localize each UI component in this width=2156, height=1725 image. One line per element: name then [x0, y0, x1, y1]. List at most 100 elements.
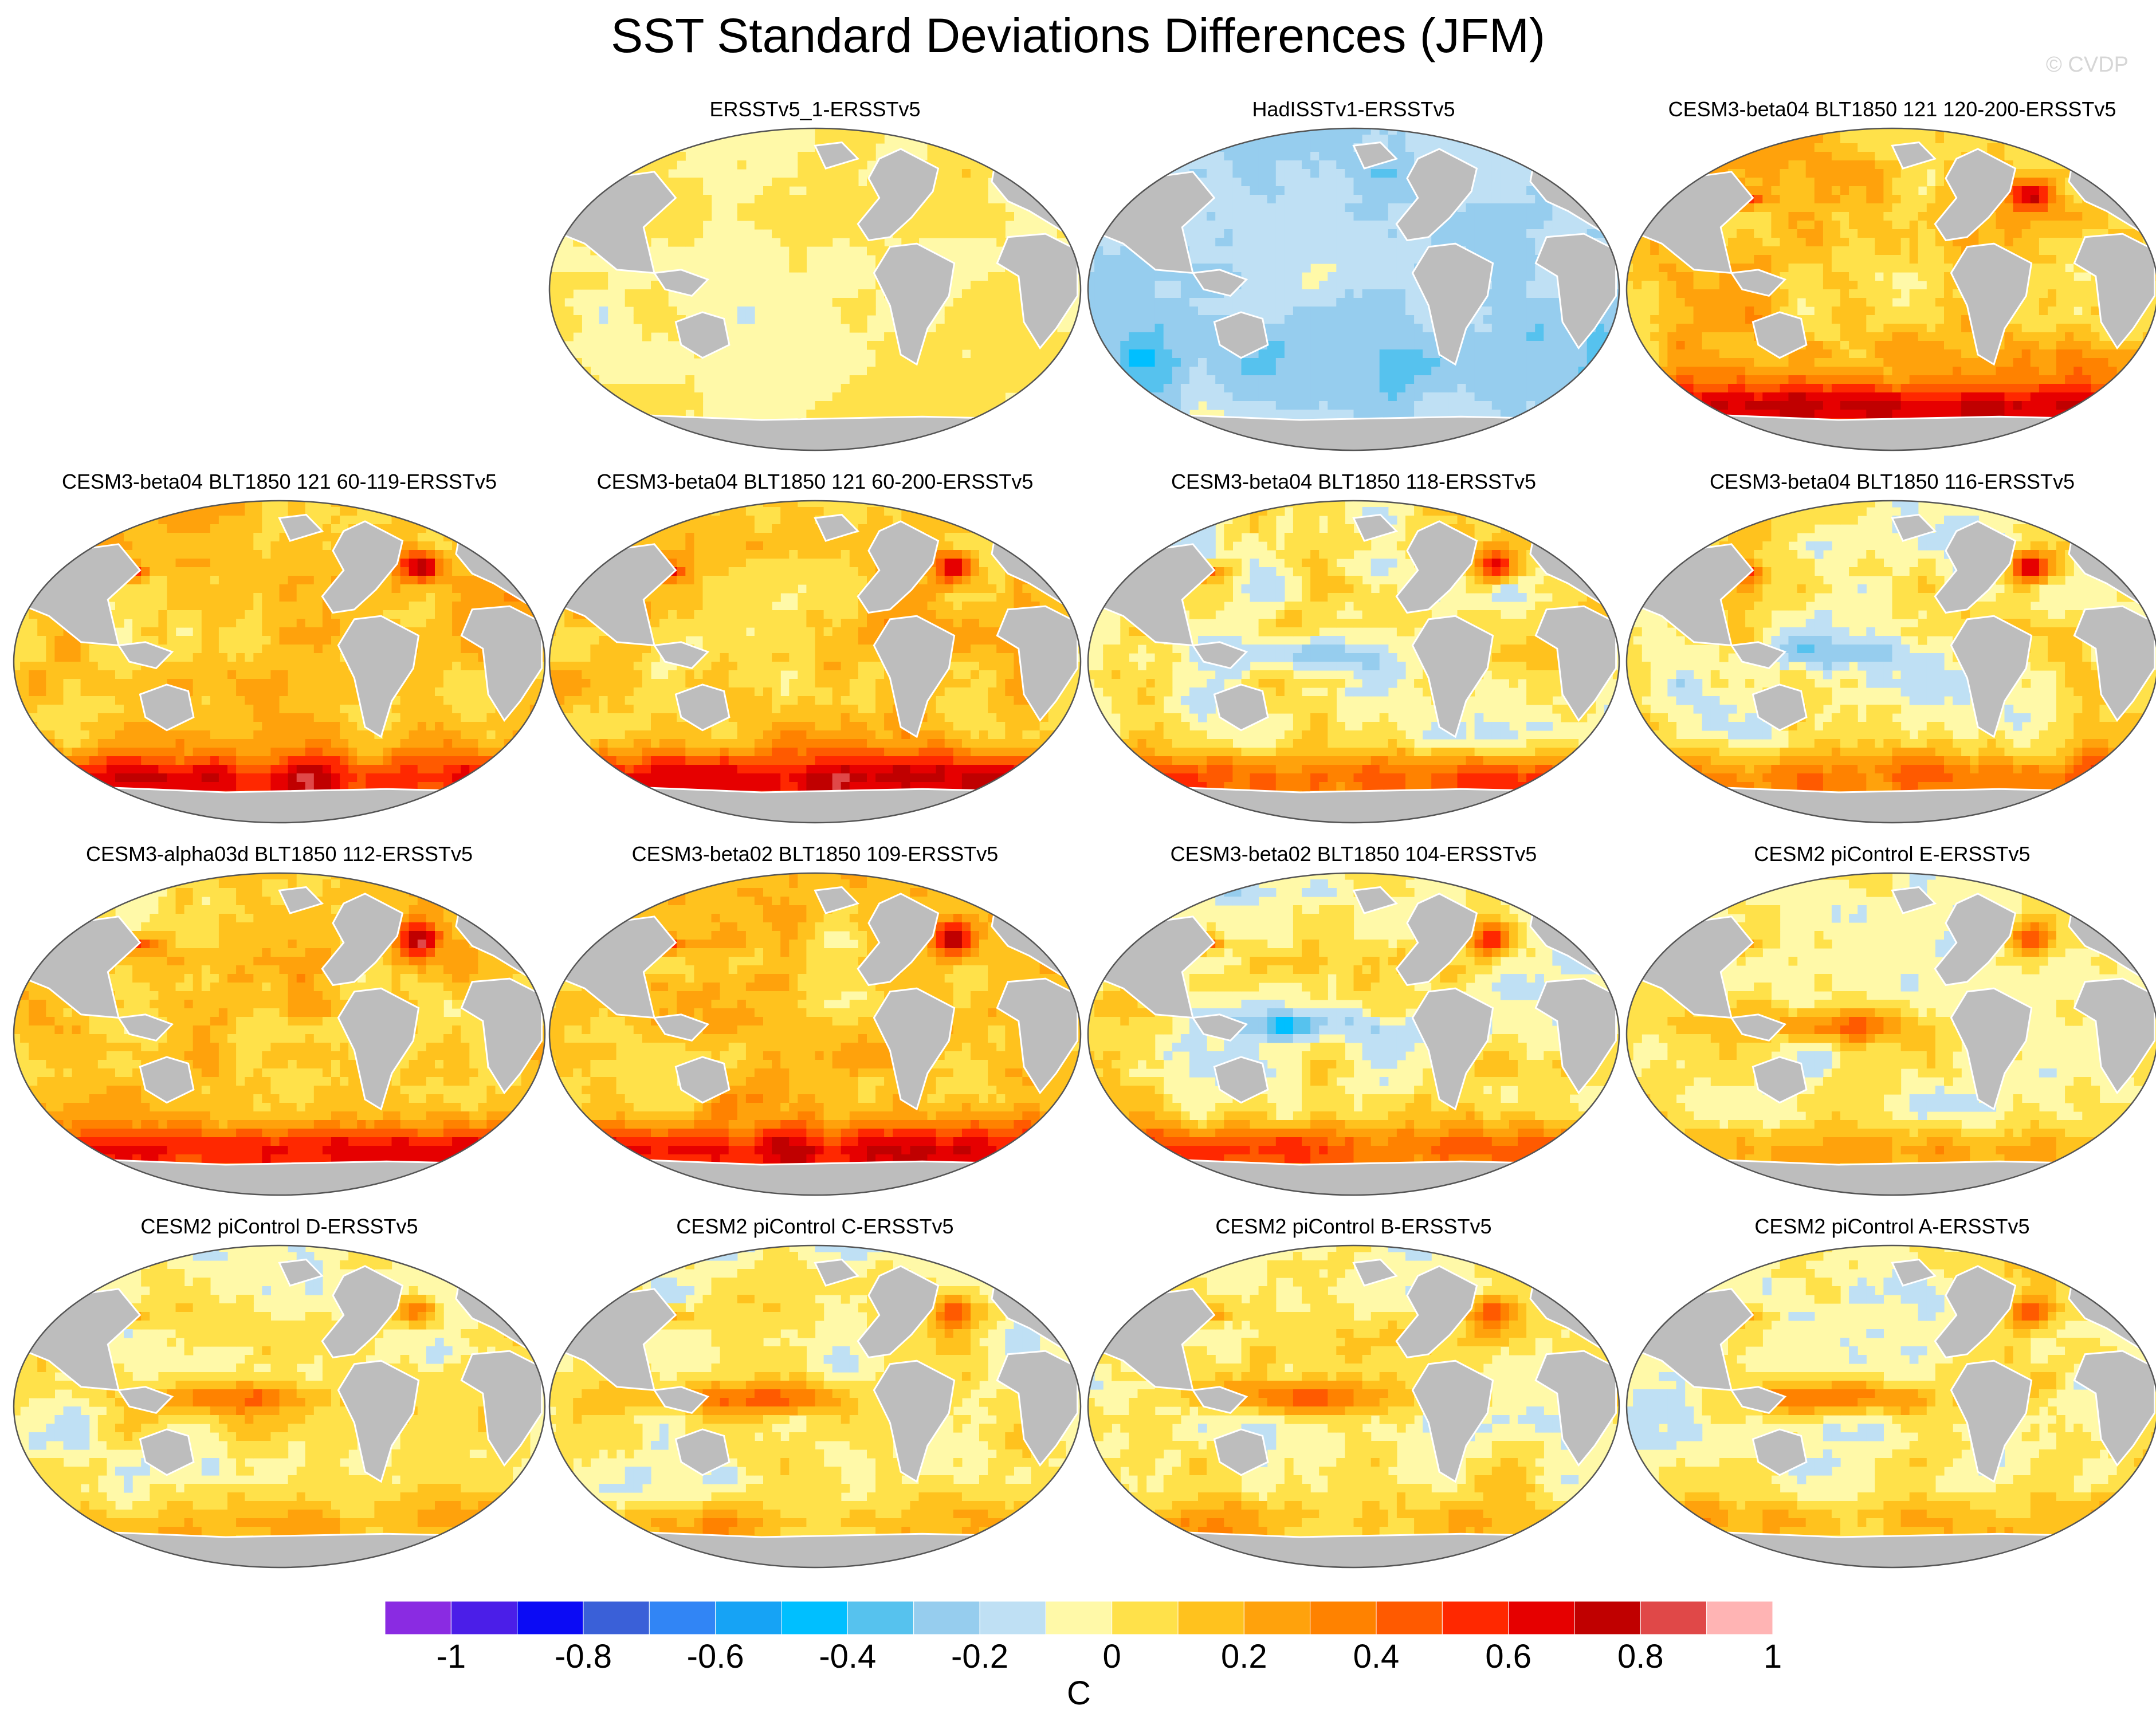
sst-cell — [1840, 152, 1849, 161]
sst-cell — [1388, 143, 1397, 152]
sst-cell — [1612, 324, 1619, 333]
sst-cell — [1302, 143, 1311, 152]
sst-map — [548, 127, 1082, 451]
sst-cell — [1022, 349, 1032, 359]
sst-cell — [1612, 135, 1619, 144]
sst-cell — [1336, 324, 1345, 333]
sst-cell — [1353, 186, 1363, 195]
sst-cell — [1535, 160, 1544, 170]
sst-cell — [841, 178, 850, 187]
sst-cell — [1146, 418, 1156, 427]
sst-cell — [1146, 169, 1156, 178]
sst-cell — [2039, 272, 2048, 281]
sst-cell — [1866, 195, 1875, 204]
sst-cell — [1526, 281, 1535, 290]
sst-cell — [1805, 246, 1815, 256]
sst-cell — [625, 410, 634, 419]
sst-cell — [1198, 143, 1207, 152]
sst-cell — [815, 160, 824, 170]
sst-cell — [936, 444, 945, 450]
sst-cell — [884, 358, 893, 367]
sst-cell — [1129, 178, 1138, 187]
sst-cell — [1526, 289, 1535, 298]
sst-cell — [1926, 229, 1936, 238]
sst-cell — [832, 221, 842, 230]
sst-cell — [2134, 195, 2143, 204]
sst-cell — [1336, 143, 1345, 152]
sst-cell — [1065, 444, 1075, 450]
sst-cell — [1039, 135, 1049, 144]
sst-cell — [549, 143, 556, 152]
sst-cell — [1065, 143, 1075, 152]
sst-cell — [1849, 203, 1858, 213]
sst-cell — [1650, 281, 1659, 290]
sst-cell — [651, 229, 660, 238]
sst-cell — [1918, 195, 1927, 204]
sst-cell — [1474, 435, 1484, 445]
sst-cell — [1466, 349, 1475, 359]
sst-cell — [1405, 143, 1415, 152]
sst-cell — [1440, 229, 1449, 238]
sst-cell — [668, 427, 677, 436]
sst-cell — [1953, 135, 1962, 144]
sst-cell — [953, 128, 963, 135]
sst-cell — [798, 212, 807, 221]
sst-cell — [1207, 427, 1216, 436]
sst-cell — [1875, 128, 1884, 135]
sst-cell — [1319, 169, 1328, 178]
sst-cell — [1284, 264, 1294, 273]
sst-cell — [1336, 307, 1345, 316]
sst-cell — [2065, 281, 2074, 290]
sst-cell — [1500, 264, 1510, 273]
sst-cell — [823, 203, 833, 213]
sst-cell — [1088, 349, 1095, 359]
sst-cell — [1797, 246, 1807, 256]
sst-cell — [549, 341, 556, 350]
sst-cell — [1535, 281, 1544, 290]
sst-cell — [556, 375, 565, 384]
sst-cell — [1088, 281, 1095, 290]
sst-cell — [1500, 281, 1510, 290]
sst-cell — [1172, 143, 1181, 152]
sst-cell — [1926, 143, 1936, 152]
sst-cell — [1875, 307, 1884, 316]
sst-cell — [1805, 195, 1815, 204]
sst-cell — [1336, 246, 1345, 256]
sst-cell — [1189, 401, 1199, 410]
sst-cell — [1641, 264, 1651, 273]
sst-cell — [1319, 238, 1328, 247]
sst-cell — [1189, 444, 1199, 450]
sst-cell — [858, 401, 867, 410]
sst-cell — [1509, 281, 1518, 290]
sst-cell — [2082, 281, 2091, 290]
sst-cell — [1065, 135, 1075, 144]
sst-cell — [556, 315, 565, 324]
sst-cell — [927, 195, 937, 204]
sst-cell — [1509, 221, 1518, 230]
sst-cell — [1284, 212, 1294, 221]
sst-cell — [1137, 264, 1147, 273]
sst-cell — [1094, 264, 1103, 273]
sst-cell — [936, 128, 945, 135]
sst-cell — [979, 169, 988, 178]
sst-cell — [1544, 128, 1553, 135]
sst-cell — [875, 349, 885, 359]
sst-cell — [694, 195, 704, 204]
sst-cell — [1561, 128, 1570, 135]
sst-cell — [1031, 392, 1040, 402]
sst-cell — [1900, 315, 1910, 324]
sst-cell — [1057, 410, 1066, 419]
sst-cell — [1094, 212, 1103, 221]
sst-cell — [659, 212, 669, 221]
sst-cell — [1014, 435, 1023, 445]
sst-cell — [2116, 160, 2126, 170]
sst-cell — [2151, 143, 2156, 152]
sst-cell — [1379, 392, 1389, 402]
sst-cell — [815, 128, 824, 135]
sst-cell — [1483, 341, 1493, 350]
sst-cell — [1057, 135, 1066, 144]
sst-cell — [1840, 307, 1849, 316]
sst-cell — [1586, 427, 1596, 436]
sst-cell — [2048, 186, 2057, 195]
sst-cell — [1509, 238, 1518, 247]
